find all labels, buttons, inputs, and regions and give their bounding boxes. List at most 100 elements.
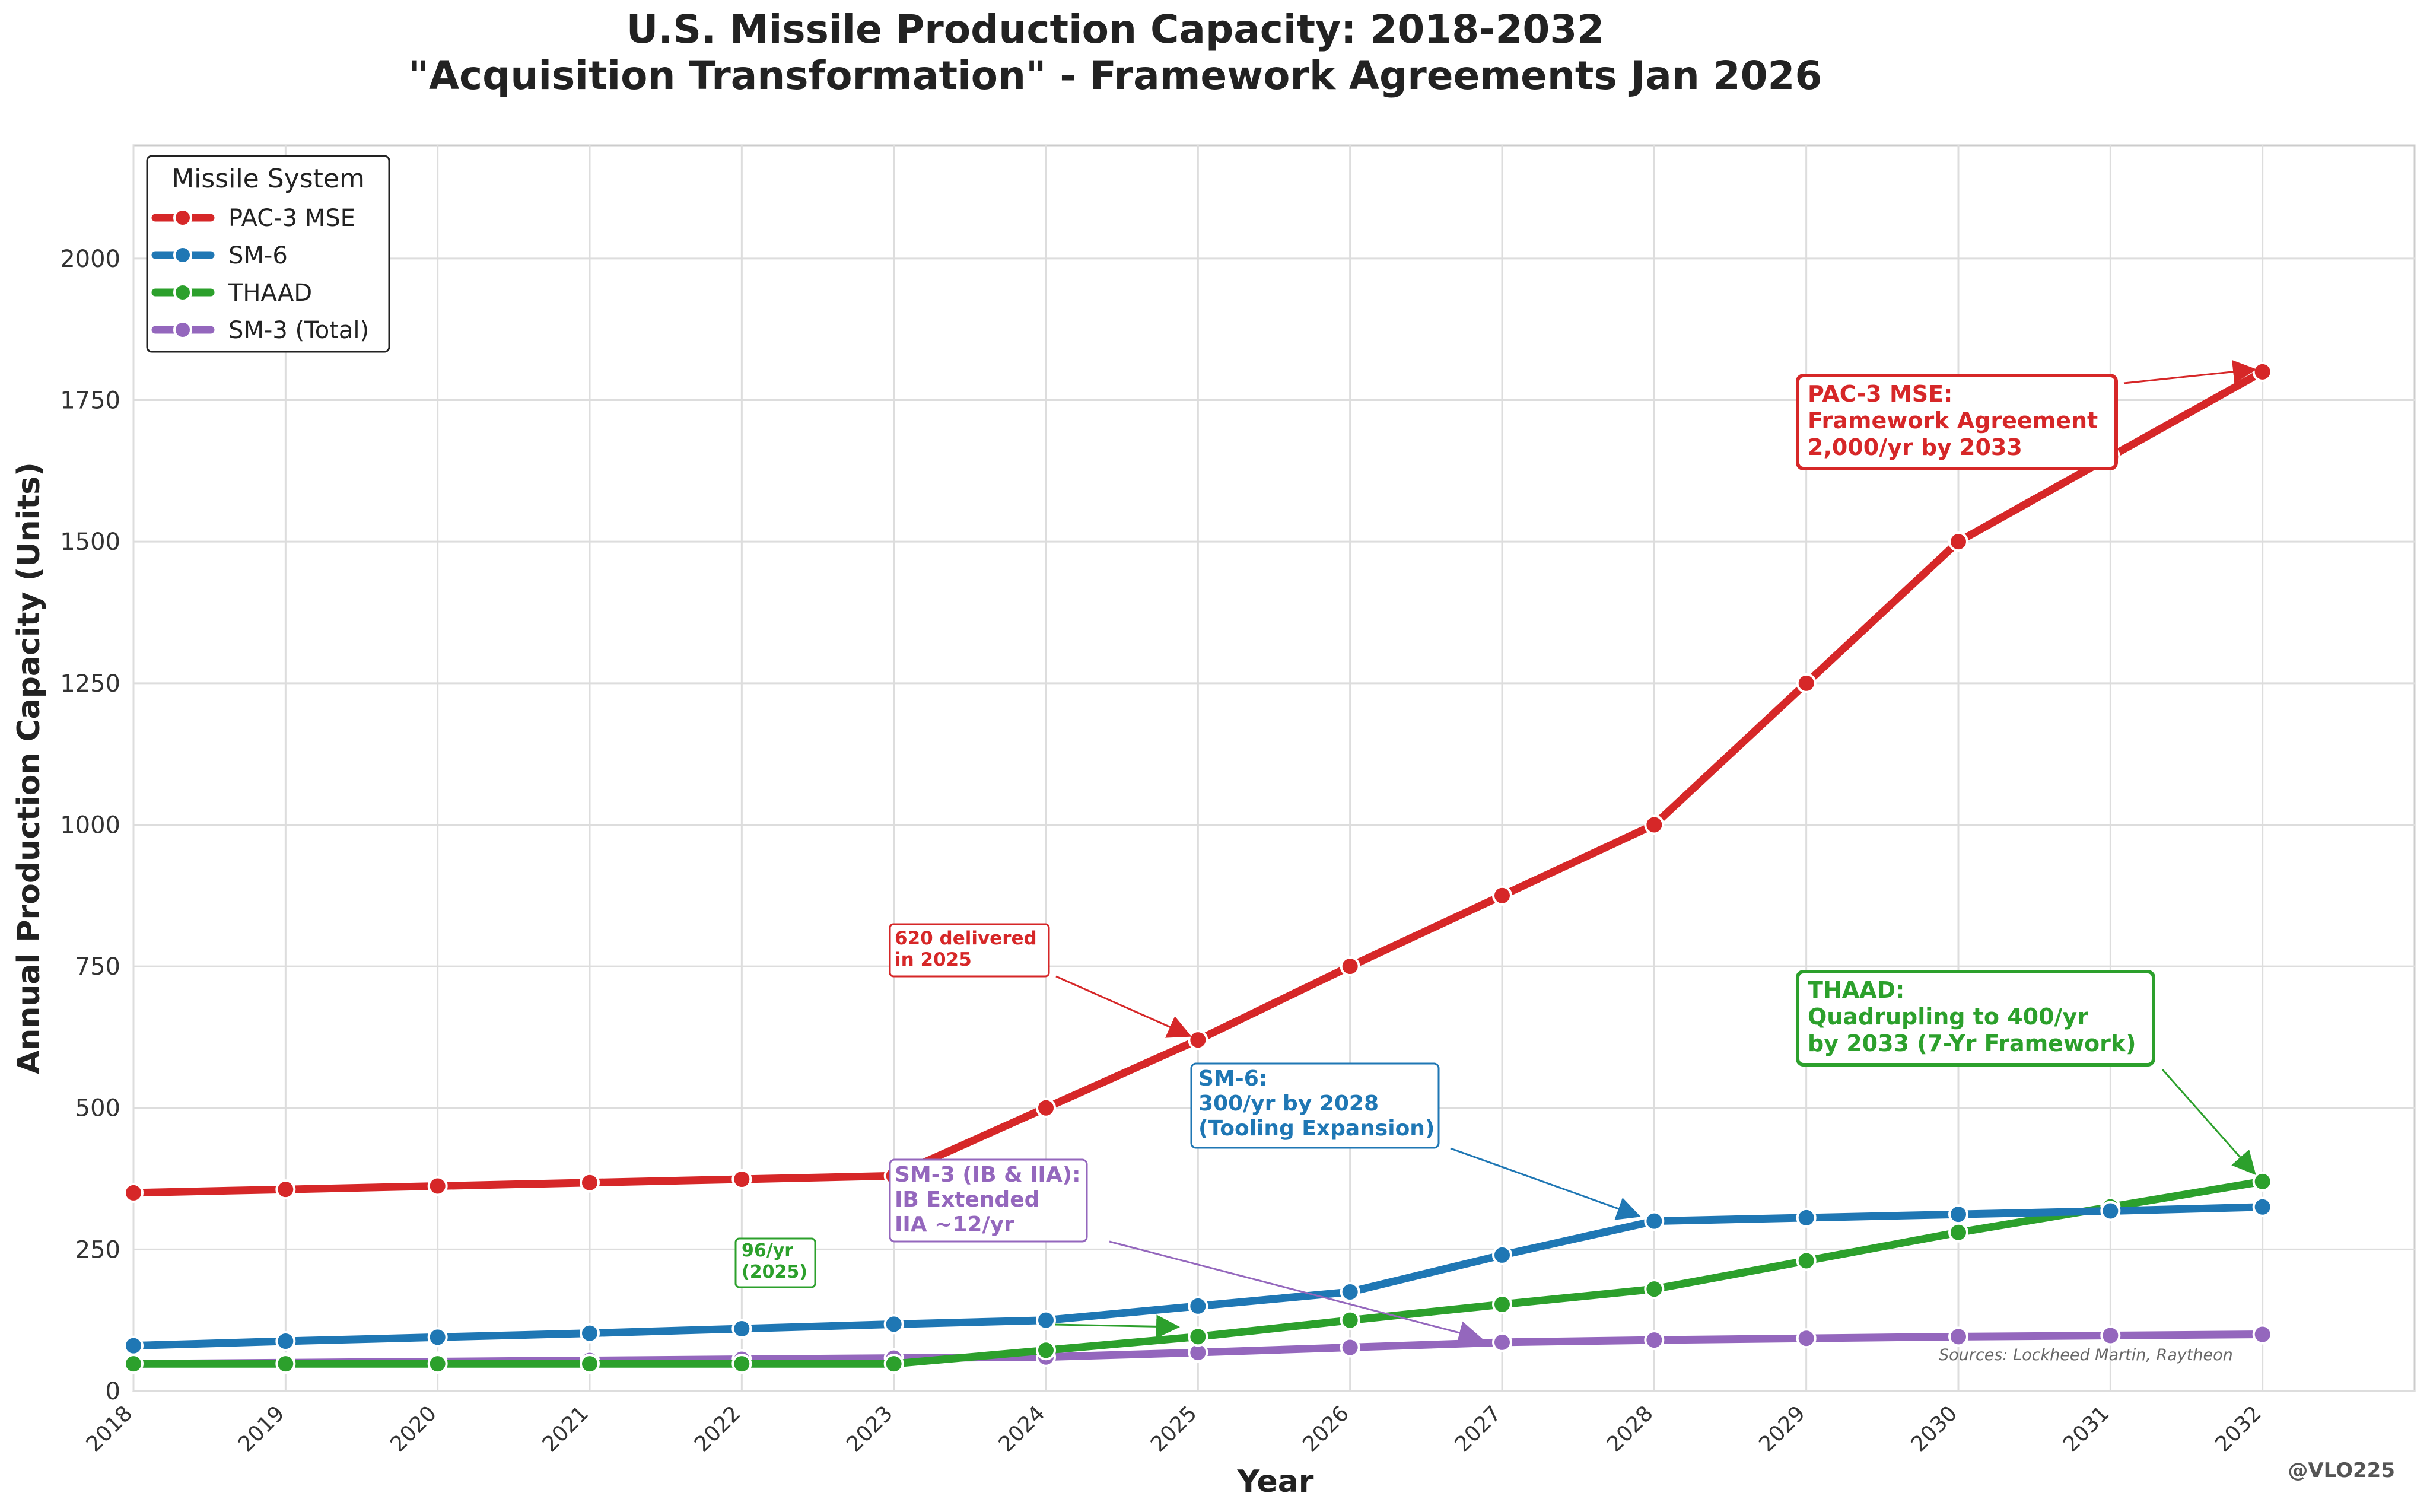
annotation-thaad-96-box: [734, 1237, 816, 1288]
annotation-pac3-arrow: [2123, 359, 2257, 384]
legend-item-sm-6: SM-6: [151, 242, 288, 269]
annotation-sm6-text: SM-6: 300/yr by 2028 (Tooling Expansion): [1198, 1067, 1435, 1141]
data-point-pac-3-mse: [1796, 673, 1817, 693]
data-point-thaad: [731, 1354, 752, 1374]
legend-marker: [173, 208, 192, 227]
data-point-sm-6: [123, 1335, 144, 1356]
data-point-sm-3-total: [1948, 1326, 1968, 1347]
legend-label: SM-6: [228, 242, 288, 269]
annotation-pac3: PAC-3 MSE: Framework Agreement 2,000/yr …: [1796, 359, 2257, 470]
data-point-pac-3-mse: [123, 1182, 144, 1203]
data-point-sm-6: [427, 1327, 448, 1348]
source-note: Sources: Lockheed Martin, Raytheon: [1939, 1346, 2233, 1364]
legend-box: [146, 155, 390, 353]
y-tick-label: 750: [75, 953, 120, 981]
data-point-thaad: [1492, 1294, 1512, 1314]
annotation-thaad-line3: by 2033 (7-Yr Framework): [1808, 1030, 2136, 1056]
data-point-pac-3-mse: [1492, 885, 1512, 906]
data-point-pac-3-mse: [580, 1172, 600, 1193]
data-point-sm-3-total: [1796, 1328, 1817, 1349]
annotation-sm3-arrow: [1109, 1240, 1483, 1345]
annotation-620-box: [889, 923, 1050, 978]
annotation-620: 620 delivered in 2025: [889, 923, 1192, 1038]
data-point-sm-6: [580, 1323, 600, 1344]
annotation-pac3-box: [1796, 374, 2118, 470]
annotation-sm3-line3: IIA ~12/yr: [895, 1212, 1014, 1237]
data-point-pac-3-mse: [2252, 361, 2273, 382]
data-point-sm-6: [1036, 1310, 1056, 1330]
data-point-pac-3-mse: [1948, 531, 1968, 552]
data-point-pac-3-mse: [1340, 956, 1360, 977]
annotation-sm6-line2: 300/yr by 2028: [1198, 1091, 1379, 1116]
data-point-thaad: [1340, 1310, 1360, 1330]
annotation-thaad-96-arrow: [1054, 1314, 1180, 1339]
data-point-pac-3-mse: [1644, 814, 1665, 835]
annotation-sm6-box: [1190, 1062, 1440, 1149]
legend-items: PAC-3 MSE SM-6 THAAD SM-3 (Total): [151, 205, 369, 344]
legend-item-thaad: THAAD: [151, 279, 312, 307]
author-handle: @VLO225: [2288, 1459, 2395, 1482]
y-tick-label: 1000: [60, 811, 120, 839]
y-tick-label: 1250: [60, 670, 120, 698]
annotation-620-arrow: [1055, 975, 1192, 1038]
data-point-thaad: [123, 1354, 144, 1374]
x-tick-label: 2026: [1298, 1401, 1354, 1457]
data-point-sm-6: [1340, 1281, 1360, 1302]
data-point-pac-3-mse: [1036, 1097, 1056, 1118]
data-point-sm-3-total: [2100, 1325, 2121, 1346]
annotation-sm6-arrow: [1450, 1147, 1641, 1220]
annotation-pac3-line3: 2,000/yr by 2033: [1808, 434, 2022, 460]
series-layer: [123, 361, 2273, 1374]
y-tick-label: 1750: [60, 387, 120, 415]
x-tick-label: 2020: [386, 1401, 441, 1457]
x-tick-label: 2024: [994, 1401, 1050, 1457]
plot-area: [132, 144, 2416, 1392]
annotation-thaad-96-line1: 96/yr: [742, 1240, 793, 1261]
data-point-sm-6: [1644, 1211, 1665, 1231]
data-point-thaad: [427, 1354, 448, 1374]
y-tick-label: 250: [75, 1236, 120, 1263]
x-tick-label: 2031: [2059, 1401, 2114, 1457]
annotation-thaad: THAAD: Quadrupling to 400/yr by 2033 (7-…: [1796, 970, 2256, 1175]
x-tick-label: 2019: [234, 1401, 290, 1457]
data-point-pac-3-mse: [275, 1179, 296, 1200]
y-tick-label: 1500: [60, 529, 120, 556]
data-point-thaad: [1188, 1326, 1208, 1347]
annotation-sm6: SM-6: 300/yr by 2028 (Tooling Expansion): [1190, 1062, 1641, 1220]
annotation-pac3-line2: Framework Agreement: [1808, 408, 2098, 434]
data-point-sm-6: [2252, 1196, 2273, 1217]
annotation-620-line2: in 2025: [895, 949, 972, 970]
legend-marker: [173, 283, 192, 302]
legend-title: Missile System: [171, 164, 365, 194]
data-point-pac-3-mse: [427, 1176, 448, 1196]
legend-label: PAC-3 MSE: [228, 205, 355, 232]
y-tick-label: 2000: [60, 246, 120, 273]
data-point-thaad: [1796, 1250, 1817, 1271]
y-axis-label: Annual Production Capacity (Units): [11, 462, 47, 1074]
data-point-pac-3-mse: [1188, 1030, 1208, 1051]
legend-label: THAAD: [228, 279, 312, 307]
data-point-thaad: [275, 1354, 296, 1374]
annotation-pac3-line1: PAC-3 MSE:: [1808, 381, 1952, 407]
annotation-thaad-96-line2: (2025): [742, 1262, 807, 1282]
annotation-sm3-text: SM-3 (IB & IIA): IB Extended IIA ~12/yr: [895, 1163, 1088, 1237]
annotation-thaad-line2: Quadrupling to 400/yr: [1808, 1004, 2088, 1030]
data-point-sm-6: [1796, 1207, 1817, 1228]
legend-marker: [173, 320, 192, 339]
x-tick-label: 2027: [1451, 1401, 1506, 1457]
legend-item-pac-3-mse: PAC-3 MSE: [151, 205, 355, 232]
series-pac-3-mse: [123, 361, 2273, 1203]
data-point-thaad: [1948, 1222, 1968, 1243]
annotation-thaad-96: 96/yr (2025): [734, 1237, 1180, 1339]
annotation-sm3-line2: IB Extended: [895, 1188, 1039, 1212]
legend-item-sm-3-total: SM-3 (Total): [151, 317, 369, 344]
annotation-pac3-text: PAC-3 MSE: Framework Agreement 2,000/yr …: [1808, 381, 2105, 460]
data-point-sm-6: [731, 1319, 752, 1339]
data-point-sm-6: [1492, 1244, 1512, 1265]
x-tick-label: 2021: [538, 1401, 594, 1457]
annotation-thaad-box: [1796, 970, 2155, 1067]
x-tick-label: 2029: [1754, 1401, 1810, 1457]
x-tick-label: 2023: [842, 1401, 898, 1457]
annotation-620-text: 620 delivered in 2025: [895, 928, 1044, 970]
